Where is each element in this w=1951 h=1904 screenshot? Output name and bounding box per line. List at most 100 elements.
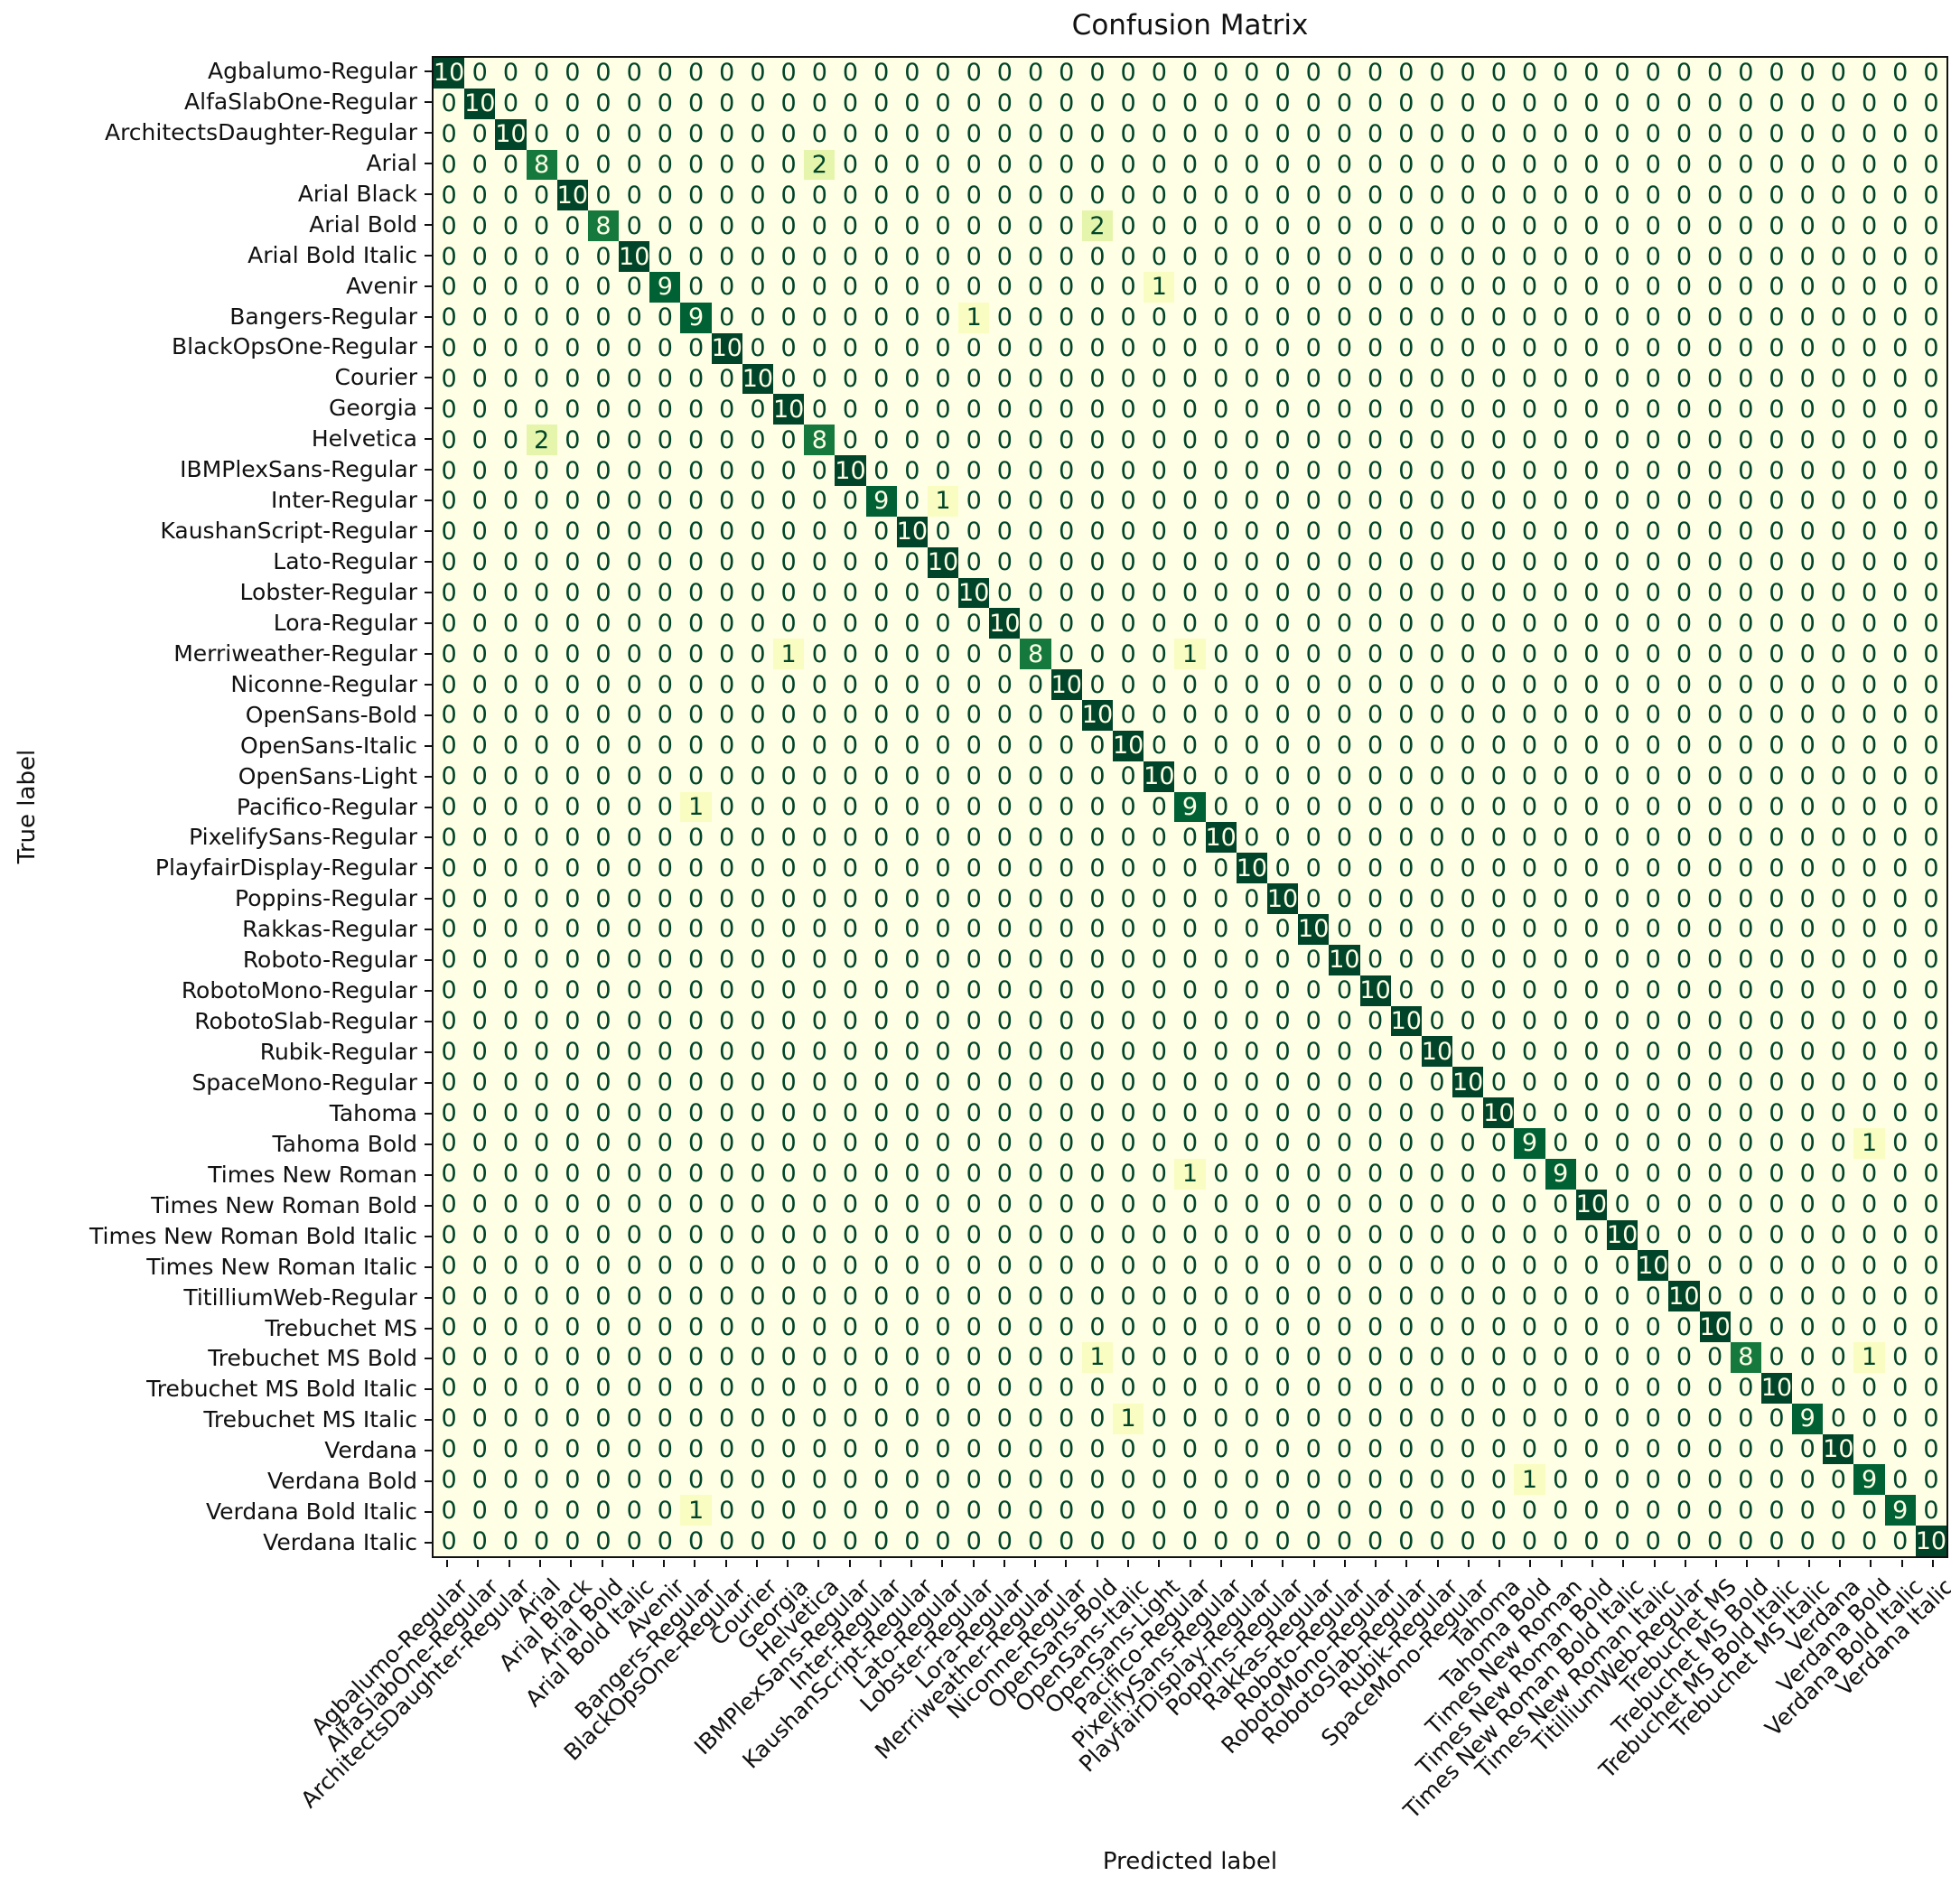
matrix-cell: 0: [1081, 1189, 1114, 1220]
matrix-cell: 0: [1020, 363, 1051, 395]
matrix-cell: 0: [1050, 700, 1082, 731]
matrix-cell: 0: [1050, 210, 1082, 242]
matrix-cell: 0: [1823, 700, 1854, 731]
y-tick-label: Verdana Bold: [267, 1468, 417, 1495]
matrix-cell: 0: [680, 914, 712, 945]
matrix-cell: 0: [587, 944, 620, 975]
matrix-cell: 0: [1483, 58, 1515, 89]
matrix-cell: 0: [556, 1495, 588, 1526]
matrix-cell: 0: [495, 975, 527, 1006]
matrix-cell: 0: [464, 546, 496, 578]
matrix-cell: 0: [1174, 577, 1206, 609]
matrix-cell: 0: [1823, 1128, 1854, 1159]
y-tick: [425, 775, 432, 778]
matrix-cell: 0: [1236, 486, 1267, 517]
matrix-cell: 0: [649, 546, 681, 578]
matrix-cell: 0: [711, 394, 742, 425]
matrix-cell: 0: [495, 58, 527, 89]
matrix-cell: 0: [587, 975, 620, 1006]
matrix-cell: 0: [1144, 1158, 1175, 1190]
matrix-cell: 0: [1329, 791, 1360, 823]
matrix-cell: 0: [927, 761, 959, 792]
y-tick: [425, 1296, 432, 1299]
matrix-cell: 0: [1390, 58, 1422, 89]
matrix-cell: 0: [896, 822, 928, 854]
matrix-cell: 0: [865, 394, 897, 425]
y-tick-label: Inter-Regular: [271, 487, 417, 514]
matrix-cell: 0: [773, 1403, 805, 1434]
matrix-cell: 0: [1638, 1433, 1669, 1465]
matrix-cell: 0: [865, 577, 897, 609]
matrix-cell: 0: [742, 1158, 774, 1190]
matrix-cell: 0: [680, 88, 712, 119]
matrix-cell: 0: [619, 332, 650, 364]
matrix-cell: 9: [1514, 1128, 1545, 1159]
matrix-cell: 0: [711, 210, 742, 242]
matrix-cell: 0: [1421, 88, 1453, 119]
matrix-cell: 0: [1298, 853, 1330, 884]
matrix-cell: 0: [1730, 577, 1761, 609]
matrix-cell: 0: [1144, 58, 1175, 89]
matrix-cell: 0: [1050, 914, 1082, 945]
matrix-cell: 0: [1853, 425, 1885, 456]
matrix-cell: 0: [649, 1036, 681, 1068]
matrix-cell: 0: [1081, 118, 1114, 150]
matrix-cell: 0: [1514, 1158, 1545, 1190]
matrix-cell: 0: [927, 822, 959, 854]
matrix-cell: 0: [1699, 1342, 1731, 1373]
matrix-cell: 0: [1606, 118, 1638, 150]
matrix-cell: 0: [865, 1097, 897, 1128]
matrix-cell: 0: [1514, 577, 1545, 609]
matrix-cell: 0: [1236, 669, 1267, 700]
x-tick: [1065, 1560, 1068, 1567]
matrix-cell: 0: [1575, 700, 1607, 731]
matrix-cell: 0: [1514, 639, 1545, 670]
matrix-cell: 0: [1575, 1526, 1607, 1556]
matrix-cell: 0: [1606, 975, 1638, 1006]
matrix-cell: 0: [1298, 577, 1330, 609]
matrix-cell: 0: [1699, 608, 1731, 639]
matrix-cell: 0: [1730, 118, 1761, 150]
matrix-cell: 0: [927, 58, 959, 89]
matrix-cell: 0: [865, 1526, 897, 1556]
matrix-cell: 0: [1915, 730, 1946, 761]
matrix-cell: 0: [742, 241, 774, 272]
matrix-cell: 0: [1174, 118, 1206, 150]
matrix-cell: 0: [958, 883, 990, 914]
matrix-cell: 0: [835, 1495, 866, 1526]
matrix-cell: 0: [896, 455, 928, 486]
matrix-cell: 0: [680, 1036, 712, 1068]
matrix-cell: 0: [1884, 608, 1916, 639]
matrix-cell: 0: [865, 88, 897, 119]
y-tick: [425, 1419, 432, 1422]
matrix-cell: 0: [773, 1219, 805, 1251]
matrix-cell: 0: [773, 577, 805, 609]
matrix-cell: 0: [711, 608, 742, 639]
matrix-cell: 0: [835, 58, 866, 89]
matrix-cell: 0: [742, 118, 774, 150]
matrix-cell: 0: [495, 883, 527, 914]
y-tick-label: Arial Bold Italic: [247, 241, 417, 268]
matrix-cell: 0: [464, 1403, 496, 1434]
matrix-cell: 0: [556, 58, 588, 89]
matrix-cell: 0: [989, 1250, 1021, 1282]
matrix-cell: 0: [711, 1495, 742, 1526]
matrix-cell: 0: [1915, 1097, 1946, 1128]
matrix-cell: 0: [495, 1250, 527, 1282]
matrix-cell: 0: [1236, 1526, 1267, 1556]
matrix-cell: 8: [1020, 639, 1051, 670]
matrix-cell: 0: [464, 363, 496, 395]
matrix-cell: 0: [1606, 761, 1638, 792]
matrix-cell: 10: [1452, 1067, 1484, 1098]
matrix-cell: 0: [742, 1464, 774, 1496]
matrix-cell: 0: [1730, 425, 1761, 456]
matrix-cell: 0: [773, 180, 805, 211]
matrix-cell: 0: [1144, 730, 1175, 761]
matrix-cell: 0: [804, 58, 835, 89]
matrix-cell: 0: [1915, 975, 1946, 1006]
matrix-cell: 0: [711, 639, 742, 670]
matrix-cell: 0: [1575, 1311, 1607, 1342]
matrix-cell: 0: [865, 883, 897, 914]
y-tick-label: Times New Roman: [208, 1161, 417, 1188]
matrix-cell: 0: [1699, 302, 1731, 333]
